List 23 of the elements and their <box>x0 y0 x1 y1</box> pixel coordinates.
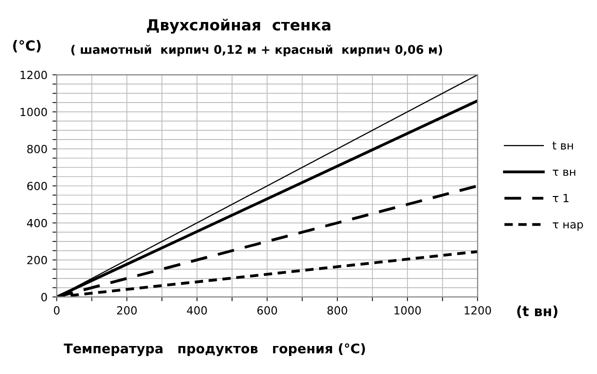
legend-label: τ вн <box>552 170 576 176</box>
y-tick-label: 1000 <box>20 108 47 116</box>
x-tick-label: 1200 <box>464 306 491 315</box>
x-tick-label: 800 <box>327 306 348 315</box>
x-tick-label: 1000 <box>394 306 421 315</box>
chart-title: Двухслойная стенка <box>147 18 330 34</box>
y-tick-label: 0 <box>41 292 47 302</box>
x-tick-label: 600 <box>257 306 278 315</box>
y-tick-label: 1200 <box>20 70 47 80</box>
x-tick-label: 0 <box>54 306 60 315</box>
legend-label: t вн <box>552 142 573 150</box>
y-tick-label: 200 <box>27 256 47 264</box>
legend-label: τ 1 <box>552 194 568 202</box>
y-tick-label: 400 <box>27 218 47 228</box>
legend-label: τ нар <box>552 222 583 231</box>
y-tick-label: 800 <box>27 144 47 154</box>
chart-subtitle: ( шамотный кирпич 0,12 м + красный кирпич 0,06 м) <box>71 44 442 56</box>
text: (t вн) <box>517 306 558 318</box>
y-axis-title: (°C) <box>13 40 41 52</box>
x-axis-title: Температура продуктов горения (°C) <box>64 343 365 356</box>
y-tick-label: 600 <box>27 182 47 190</box>
x-tick-label: 200 <box>117 306 137 315</box>
x-tick-label: 400 <box>186 306 207 315</box>
